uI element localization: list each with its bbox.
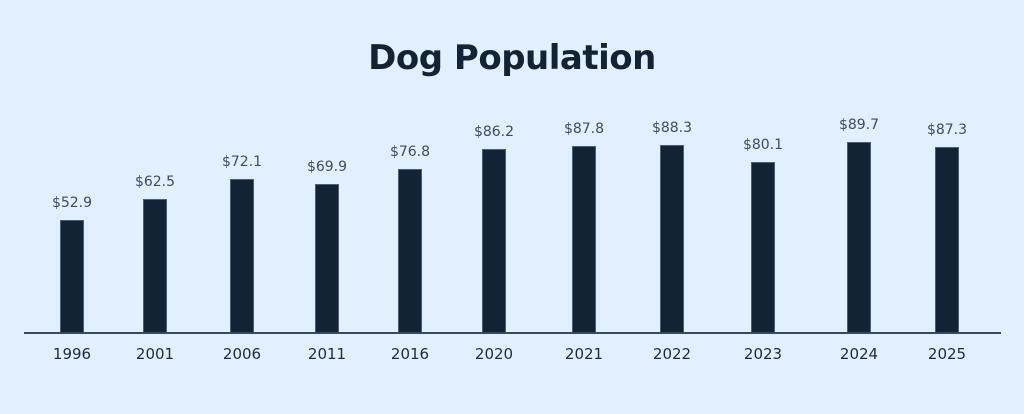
- bar-2025: [935, 147, 959, 332]
- bar-2022: [660, 145, 684, 332]
- bar-value-label: $52.9: [51, 195, 93, 211]
- bar-2021: [572, 146, 596, 332]
- bar-value-label: $62.5: [134, 174, 176, 190]
- bar-1996: [60, 220, 84, 332]
- bar-2006: [230, 179, 254, 332]
- bar-value-label: $80.1: [742, 137, 784, 153]
- chart-title: Dog Population: [368, 38, 656, 78]
- bar-2011: [315, 184, 339, 332]
- bar-value-label: $88.3: [651, 120, 693, 136]
- bar-value-label: $72.1: [221, 154, 263, 170]
- x-tick-label: 2006: [222, 345, 262, 363]
- x-axis-line: [24, 332, 1001, 334]
- bar-2020: [482, 149, 506, 332]
- x-tick-label: 2023: [743, 345, 783, 363]
- bar-value-label: $87.3: [926, 122, 968, 138]
- bar-value-label: $76.8: [389, 144, 431, 160]
- bar-2024: [847, 142, 871, 332]
- bar-value-label: $87.8: [563, 121, 605, 137]
- bar-2001: [143, 199, 167, 332]
- bar-value-label: $69.9: [306, 159, 348, 175]
- x-tick-label: 2016: [390, 345, 430, 363]
- bar-2023: [751, 162, 775, 332]
- x-tick-label: 2022: [652, 345, 692, 363]
- x-tick-label: 2011: [307, 345, 347, 363]
- bar-2016: [398, 169, 422, 332]
- x-tick-label: 2001: [135, 345, 175, 363]
- x-tick-label: 2020: [474, 345, 514, 363]
- x-tick-label: 2021: [564, 345, 604, 363]
- bar-value-label: $89.7: [838, 117, 880, 133]
- x-tick-label: 2025: [927, 345, 967, 363]
- x-tick-label: 2024: [839, 345, 879, 363]
- bar-value-label: $86.2: [473, 124, 515, 140]
- x-tick-label: 1996: [52, 345, 92, 363]
